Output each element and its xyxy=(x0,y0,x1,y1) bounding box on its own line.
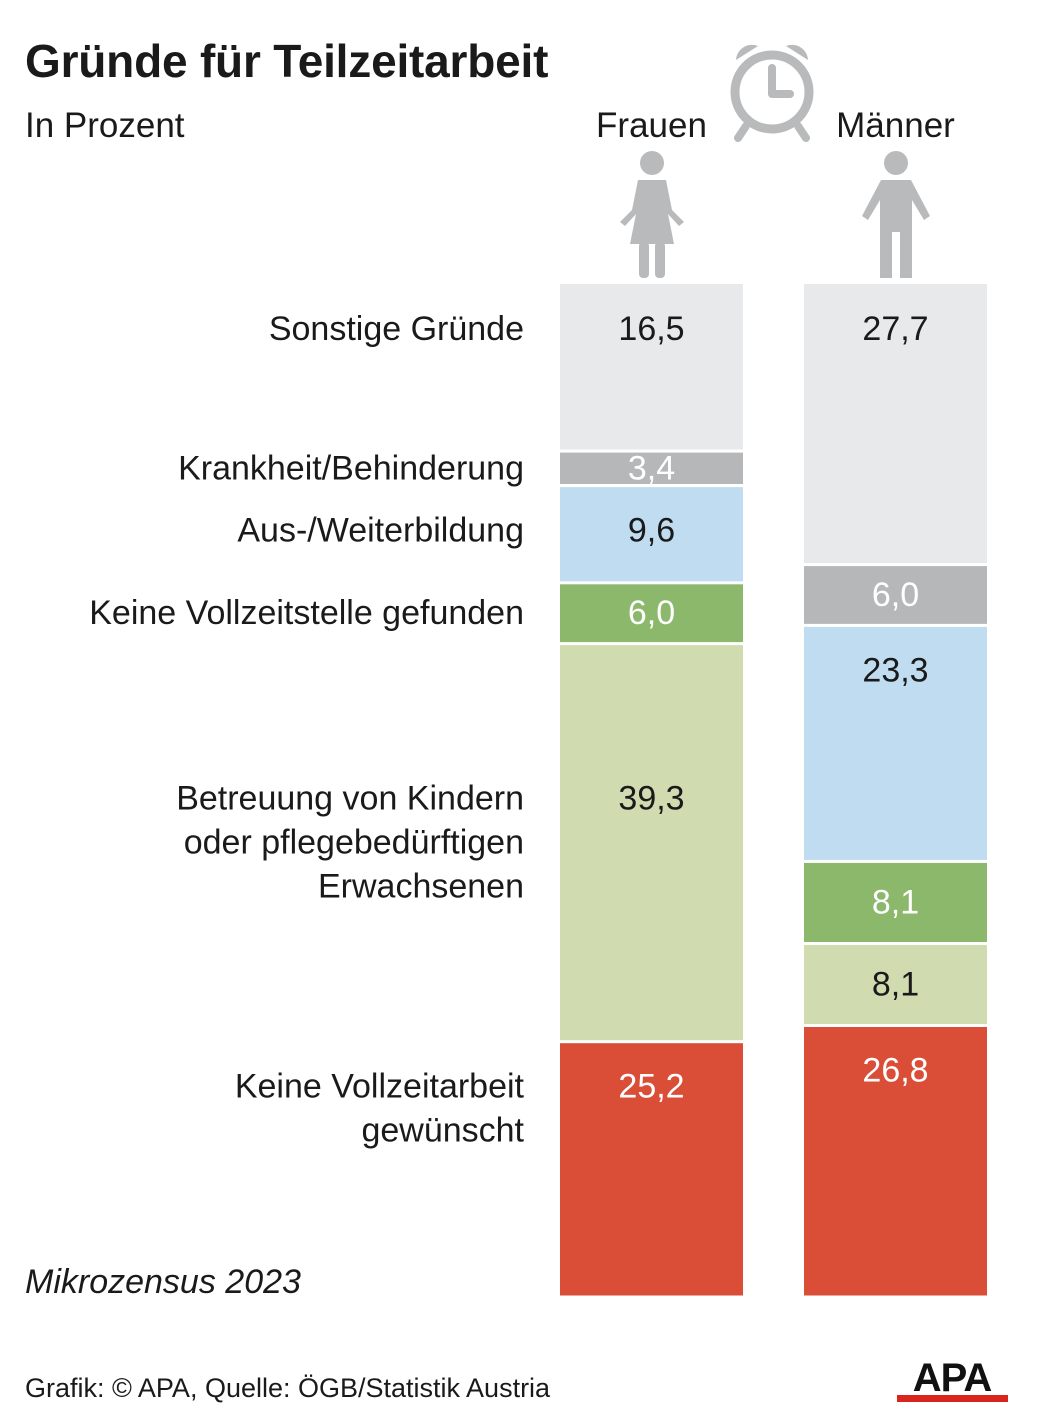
value-label: 6,0 xyxy=(872,576,919,614)
chart-title: Gründe für Teilzeitarbeit xyxy=(25,35,549,87)
bar-segment xyxy=(560,584,743,643)
category-label: gewünscht xyxy=(361,1112,524,1150)
value-label: 16,5 xyxy=(618,310,684,348)
source-note: Mikrozensus 2023 xyxy=(25,1263,301,1301)
value-label: 26,8 xyxy=(862,1052,928,1090)
bar-segment xyxy=(560,1043,743,1296)
value-label: 25,2 xyxy=(618,1068,684,1106)
bar-segment xyxy=(560,452,743,484)
bar-segment xyxy=(804,1027,987,1296)
bar-segment xyxy=(804,626,987,860)
value-label: 27,7 xyxy=(862,310,928,348)
category-label: Aus-/Weiterbildung xyxy=(237,512,524,550)
apa-logo: APA xyxy=(897,1356,1008,1402)
category-label: Betreuung von Kindern xyxy=(176,780,524,818)
svg-text:APA: APA xyxy=(913,1356,992,1400)
category-label: Keine Vollzeitstelle gefunden xyxy=(89,594,524,632)
column-header-maenner: Männer xyxy=(836,106,955,145)
value-label: 39,3 xyxy=(618,780,684,818)
category-label: Erwachsenen xyxy=(318,868,524,906)
value-label: 6,0 xyxy=(628,594,675,632)
column-header-frauen: Frauen xyxy=(596,106,707,145)
category-label: Krankheit/Behinderung xyxy=(178,449,524,487)
value-label: 8,1 xyxy=(872,966,919,1004)
alarm-clock-icon xyxy=(730,44,814,142)
bar-segment xyxy=(560,487,743,582)
category-label: Keine Vollzeitarbeit xyxy=(235,1068,525,1106)
bar-segment xyxy=(560,645,743,1041)
bar-segment xyxy=(804,566,987,624)
bar-segment xyxy=(560,284,743,450)
footer-credit: Grafik: © APA, Quelle: ÖGB/Statistik Aus… xyxy=(25,1373,551,1403)
category-label: Sonstige Gründe xyxy=(269,310,524,348)
value-label: 9,6 xyxy=(628,512,675,550)
woman-icon xyxy=(620,151,684,278)
bar-segment xyxy=(804,862,987,942)
bar-segment xyxy=(804,945,987,1025)
value-label: 3,4 xyxy=(628,449,675,487)
chart-subtitle: In Prozent xyxy=(25,106,185,145)
value-label: 23,3 xyxy=(862,651,928,689)
category-label: oder pflegebedürftigen xyxy=(184,824,524,862)
bar-segment xyxy=(804,284,987,564)
value-label: 8,1 xyxy=(872,883,919,921)
man-icon xyxy=(862,151,930,278)
